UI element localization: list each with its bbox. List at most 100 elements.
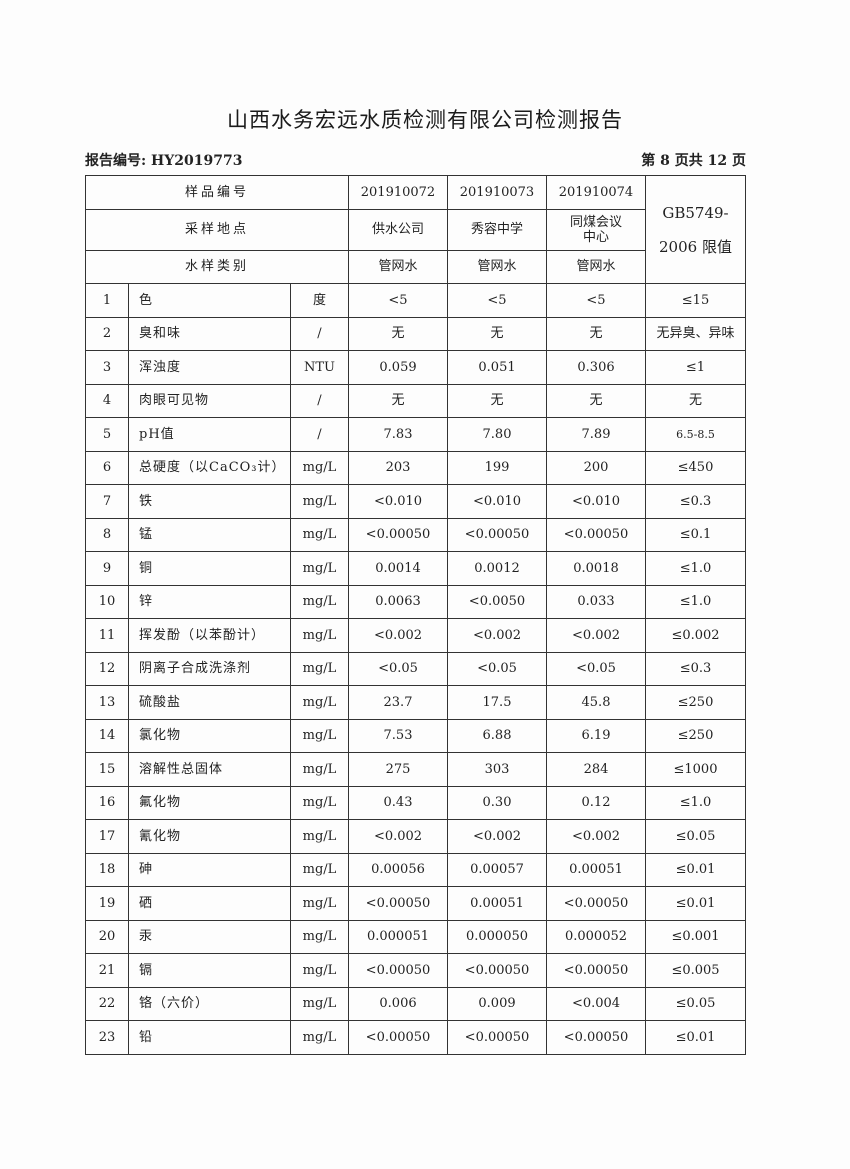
- row-number: 16: [85, 785, 129, 820]
- result-value: <0.00050: [348, 953, 448, 988]
- result-value: <0.00050: [348, 886, 448, 921]
- result-value: <0.002: [546, 618, 646, 653]
- limit-header: GB5749-2006 限值: [645, 175, 746, 284]
- result-value: <5: [348, 283, 448, 318]
- unit: mg/L: [290, 551, 349, 586]
- result-value: <0.00050: [348, 1020, 448, 1055]
- table-row: 7 铁 mg/L <0.010 <0.010 <0.010 ≤0.3: [85, 484, 746, 519]
- limit-value: ≤0.3: [645, 484, 746, 519]
- limit-value: ≤0.005: [645, 953, 746, 988]
- row-number: 5: [85, 417, 129, 452]
- row-number: 21: [85, 953, 129, 988]
- result-value: 7.83: [348, 417, 448, 452]
- result-value: 0.000051: [348, 919, 448, 954]
- sample-type: 管网水: [348, 249, 448, 284]
- row-number: 8: [85, 517, 129, 552]
- unit: mg/L: [290, 953, 349, 988]
- table-row: 22 铬（六价） mg/L 0.006 0.009 <0.004 ≤0.05: [85, 986, 746, 1021]
- sample-no-label: 样品编号: [85, 175, 349, 210]
- sample-location: 供水公司: [348, 208, 448, 251]
- result-value: 0.033: [546, 584, 646, 619]
- table-row: 17 氰化物 mg/L <0.002 <0.002 <0.002 ≤0.05: [85, 819, 746, 854]
- row-number: 9: [85, 551, 129, 586]
- sample-location: 秀容中学: [447, 208, 547, 251]
- result-value: 0.006: [348, 986, 448, 1021]
- limit-value: ≤0.05: [645, 986, 746, 1021]
- table-row: 13 硫酸盐 mg/L 23.7 17.5 45.8 ≤250: [85, 685, 746, 720]
- unit: NTU: [290, 350, 349, 385]
- result-value: 199: [447, 450, 547, 485]
- unit: mg/L: [290, 819, 349, 854]
- row-number: 18: [85, 852, 129, 887]
- unit: mg/L: [290, 685, 349, 720]
- item-name: 挥发酚（以苯酚计）: [128, 618, 291, 653]
- limit-value: ≤1000: [645, 752, 746, 787]
- row-number: 3: [85, 350, 129, 385]
- result-value: 0.12: [546, 785, 646, 820]
- sample-id: 201910074: [546, 175, 646, 210]
- result-value: <0.010: [348, 484, 448, 519]
- unit: mg/L: [290, 718, 349, 753]
- unit: mg/L: [290, 584, 349, 619]
- result-value: 0.43: [348, 785, 448, 820]
- table-row: 8 锰 mg/L <0.00050 <0.00050 <0.00050 ≤0.1: [85, 517, 746, 552]
- table-row: 16 氟化物 mg/L 0.43 0.30 0.12 ≤1.0: [85, 785, 746, 820]
- limit-value: ≤0.01: [645, 852, 746, 887]
- limit-value: ≤1.0: [645, 584, 746, 619]
- unit: mg/L: [290, 785, 349, 820]
- unit: /: [290, 417, 349, 452]
- item-name: 锌: [128, 584, 291, 619]
- item-name: 砷: [128, 852, 291, 887]
- item-name: 硒: [128, 886, 291, 921]
- item-name: 肉眼可见物: [128, 383, 291, 418]
- result-value: <5: [447, 283, 547, 318]
- result-value: 0.00051: [447, 886, 547, 921]
- result-value: 无: [348, 383, 448, 418]
- row-number: 23: [85, 1020, 129, 1055]
- table-row: 23 铅 mg/L <0.00050 <0.00050 <0.00050 ≤0.01: [85, 1020, 746, 1055]
- limit-value: ≤0.01: [645, 886, 746, 921]
- result-value: <0.002: [447, 618, 547, 653]
- unit: mg/L: [290, 852, 349, 887]
- item-name: 色: [128, 283, 291, 318]
- unit: mg/L: [290, 752, 349, 787]
- limit-value: ≤1.0: [645, 785, 746, 820]
- result-value: 0.30: [447, 785, 547, 820]
- result-value: 0.051: [447, 350, 547, 385]
- unit: mg/L: [290, 450, 349, 485]
- results-table: 样品编号 201910072 201910073 201910074 GB574…: [85, 175, 746, 1055]
- table-row: 2 臭和味 / 无无无无异臭、异味: [85, 316, 746, 351]
- item-name: 氟化物: [128, 785, 291, 820]
- result-value: 7.80: [447, 417, 547, 452]
- row-number: 12: [85, 651, 129, 686]
- row-number: 14: [85, 718, 129, 753]
- result-value: <0.00050: [546, 1020, 646, 1055]
- unit: mg/L: [290, 651, 349, 686]
- limit-value: ≤250: [645, 718, 746, 753]
- result-value: <0.0050: [447, 584, 547, 619]
- item-name: 臭和味: [128, 316, 291, 351]
- result-value: 0.306: [546, 350, 646, 385]
- result-value: 45.8: [546, 685, 646, 720]
- row-number: 13: [85, 685, 129, 720]
- table-row: 20 汞 mg/L 0.000051 0.000050 0.000052 ≤0.001: [85, 919, 746, 954]
- row-number: 22: [85, 986, 129, 1021]
- result-value: 303: [447, 752, 547, 787]
- limit-value: 无异臭、异味: [645, 316, 746, 351]
- result-value: <0.010: [546, 484, 646, 519]
- result-value: <0.00050: [546, 953, 646, 988]
- sample-location: 同煤会议中心: [546, 208, 646, 251]
- result-value: 0.00051: [546, 852, 646, 887]
- item-name: 镉: [128, 953, 291, 988]
- item-name: 溶解性总固体: [128, 752, 291, 787]
- result-value: <0.002: [348, 819, 448, 854]
- item-name: 铅: [128, 1020, 291, 1055]
- row-number: 15: [85, 752, 129, 787]
- unit: /: [290, 316, 349, 351]
- item-name: 锰: [128, 517, 291, 552]
- table-row: 4 肉眼可见物 / 无无无无: [85, 383, 746, 418]
- result-value: 无: [447, 316, 547, 351]
- unit: mg/L: [290, 919, 349, 954]
- result-value: <0.00050: [348, 517, 448, 552]
- limit-value: ≤15: [645, 283, 746, 318]
